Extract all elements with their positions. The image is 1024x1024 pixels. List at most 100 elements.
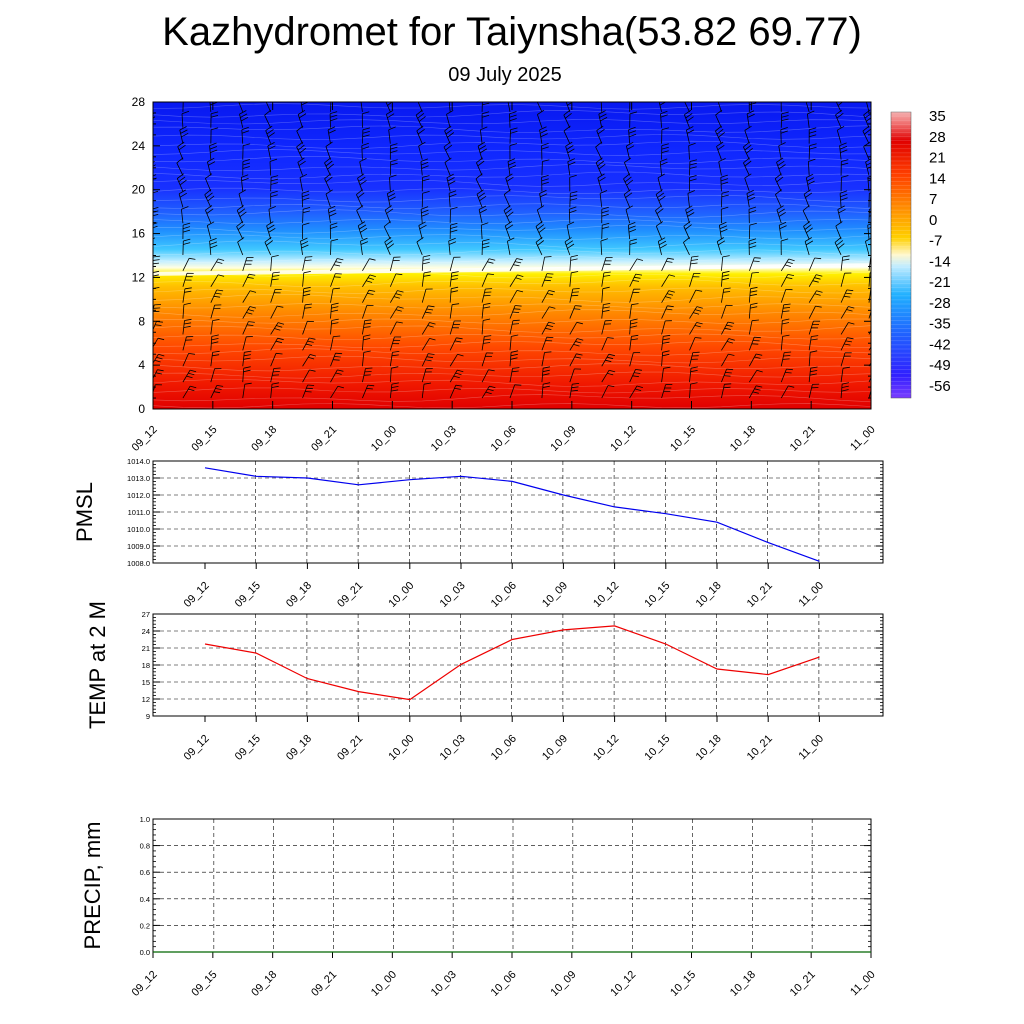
- wind-barb: [629, 385, 644, 399]
- x-tick-label: 10_06: [489, 969, 519, 999]
- wind-barb: [480, 222, 489, 240]
- wind-barb: [834, 236, 845, 256]
- wind-barb: [330, 369, 344, 383]
- y-tick-label: 0.8: [140, 842, 150, 851]
- wind-barb: [541, 143, 549, 160]
- isotherm-contour: [153, 134, 871, 140]
- x-tick-label: 09_21: [335, 580, 365, 610]
- y-tick-label: 16: [132, 227, 146, 241]
- wind-barb: [718, 158, 726, 176]
- wind-barb: [421, 288, 433, 303]
- wind-barb: [182, 222, 191, 240]
- wind-barb: [182, 369, 197, 383]
- wind-barb: [268, 206, 276, 224]
- x-tick-label: 10_03: [429, 969, 459, 999]
- wind-barb: [837, 205, 846, 224]
- wind-barb: [389, 159, 398, 176]
- wind-barb: [330, 302, 339, 319]
- wind-barb: [565, 102, 574, 113]
- wind-barb: [330, 273, 342, 287]
- wind-barb: [421, 382, 432, 399]
- wind-barb: [684, 109, 694, 128]
- wind-barb: [804, 237, 814, 256]
- wind-barb: [448, 102, 451, 112]
- wind-barb: [600, 102, 603, 112]
- wind-barb: [868, 256, 871, 271]
- wind-barb: [808, 143, 817, 160]
- wind-barb: [302, 384, 315, 399]
- wind-barb: [385, 102, 393, 113]
- wind-barb: [599, 190, 608, 208]
- wind-barb: [746, 110, 755, 128]
- wind-barb: [716, 237, 726, 256]
- y-tick-label: 18: [142, 661, 150, 670]
- cross-section-field: [153, 102, 871, 409]
- wind-barb: [569, 383, 580, 399]
- wind-barb: [389, 256, 401, 271]
- wind-barb: [449, 206, 458, 224]
- wind-barb: [182, 302, 191, 319]
- wind-barb: [748, 238, 757, 255]
- wind-barb: [182, 238, 191, 255]
- isotherm-contour: [153, 348, 871, 356]
- wind-barb: [242, 350, 252, 367]
- x-tick-label: 09_18: [284, 580, 314, 610]
- wind-barb: [389, 382, 399, 399]
- isotherm-contour: [153, 218, 871, 225]
- wind-barb: [270, 305, 284, 319]
- wind-barb: [536, 205, 545, 224]
- y-axis-title: PRECIP, mm: [80, 822, 105, 950]
- wind-barb: [362, 334, 371, 351]
- wind-barb: [182, 318, 192, 335]
- wind-barb: [867, 175, 871, 192]
- wind-barb: [362, 367, 373, 383]
- isotherm-contour: [153, 119, 871, 125]
- wind-barb: [209, 142, 218, 160]
- wind-barb: [449, 320, 461, 335]
- wind-barb: [329, 222, 338, 240]
- wind-barb: [270, 337, 284, 351]
- isotherm-contour: [153, 209, 871, 218]
- wind-barb: [362, 258, 376, 272]
- isotherm-contour: [153, 179, 871, 187]
- wind-barb: [541, 159, 550, 176]
- wind-barb: [568, 206, 577, 224]
- wind-barb: [210, 289, 224, 303]
- wind-barb: [181, 206, 189, 224]
- wind-barb: [386, 189, 396, 208]
- wind-barb: [421, 271, 431, 287]
- wind-barb: [241, 126, 250, 144]
- wind-barb: [182, 336, 194, 351]
- wind-barb: [509, 258, 523, 272]
- wind-barb: [327, 126, 336, 144]
- wind-barb: [239, 110, 249, 128]
- wind-barb: [721, 287, 731, 303]
- wind-barb: [182, 257, 196, 272]
- x-tick-label: 09_21: [309, 969, 339, 999]
- wind-barb: [629, 318, 638, 335]
- wind-barb: [601, 271, 611, 287]
- wind-barb: [302, 256, 313, 271]
- wind-barb: [270, 175, 279, 192]
- wind-barb: [626, 141, 635, 160]
- wind-barb: [481, 385, 496, 399]
- wind-barb: [840, 306, 855, 319]
- x-tick-label: 10_18: [694, 580, 724, 610]
- x-tick-label: 10_21: [745, 733, 775, 763]
- wind-barb: [153, 237, 156, 240]
- wind-barb: [776, 157, 786, 176]
- wind-barb: [661, 274, 676, 287]
- y-tick-label: 1011.0: [128, 508, 150, 517]
- wind-barb: [689, 273, 701, 287]
- wind-barb: [507, 237, 515, 256]
- colorbar-ramp: [890, 111, 912, 399]
- wind-barb: [179, 126, 189, 144]
- x-tick-label: 10_12: [591, 580, 621, 610]
- wind-barb: [629, 303, 639, 319]
- wind-barb: [569, 191, 578, 208]
- wind-barb: [689, 337, 702, 351]
- wind-barb: [302, 222, 310, 240]
- wind-barb: [717, 102, 722, 112]
- wind-barb: [362, 304, 374, 319]
